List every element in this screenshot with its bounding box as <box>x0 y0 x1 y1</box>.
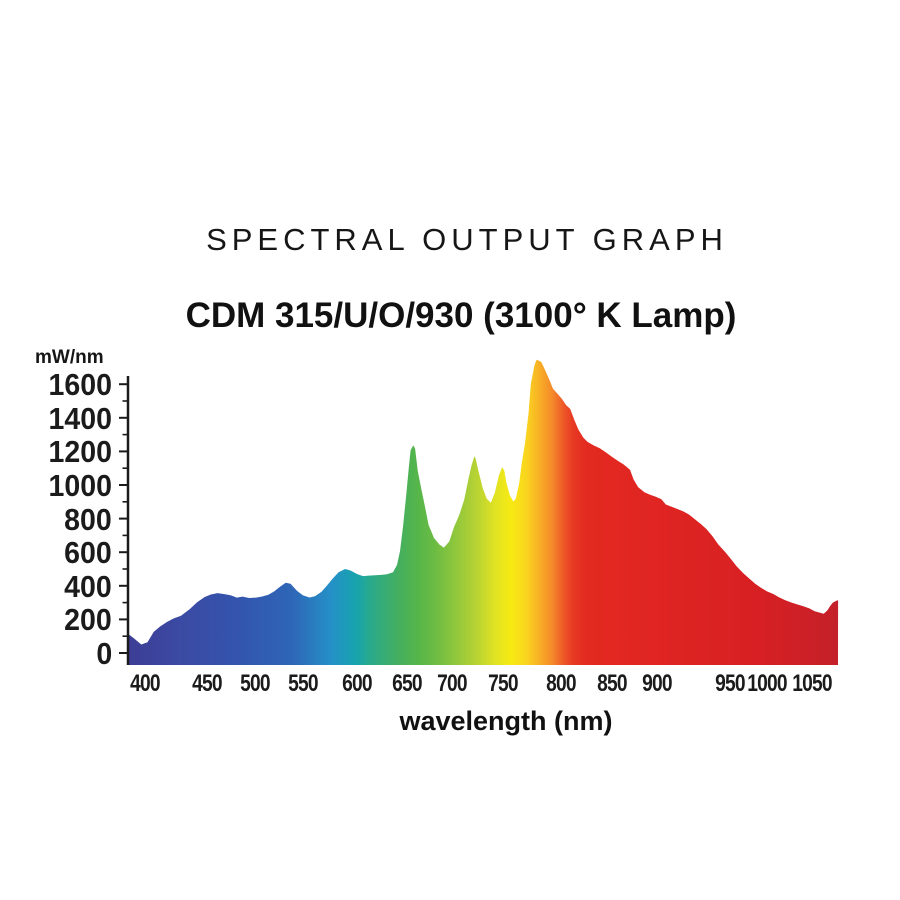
x-tick-label: 800 <box>546 670 576 697</box>
x-tick-label: 700 <box>437 670 467 697</box>
y-tick-label: 1600 <box>48 367 112 403</box>
chart-subtitle: CDM 315/U/O/930 (3100° K Lamp) <box>185 296 737 335</box>
y-tick-label: 200 <box>64 602 112 638</box>
x-tick-label: 1000 <box>747 670 787 697</box>
y-tick-label: 800 <box>64 501 112 537</box>
spectral-area <box>128 359 839 665</box>
x-tick-label: 900 <box>642 670 672 697</box>
x-tick-label: 550 <box>288 670 318 697</box>
y-axis-ticks <box>119 383 128 654</box>
y-tick-label: 1200 <box>48 434 112 470</box>
x-tick-label: 600 <box>342 670 372 697</box>
x-tick-label: 400 <box>130 670 160 697</box>
x-tick-label: 750 <box>488 670 518 697</box>
x-tick-label: 850 <box>597 670 627 697</box>
x-tick-label: 450 <box>192 670 222 697</box>
y-tick-label: 1400 <box>48 400 112 436</box>
page-title: SPECTRAL OUTPUT GRAPH <box>206 222 728 257</box>
x-tick-label: 500 <box>240 670 270 697</box>
y-tick-label: 0 <box>96 636 112 671</box>
y-tick-label: 1000 <box>48 468 112 503</box>
y-axis-unit-label: mW/nm <box>35 347 104 368</box>
x-tick-label: 950 <box>715 670 745 697</box>
x-tick-label: 1050 <box>792 670 832 697</box>
x-tick-label: 650 <box>392 670 422 697</box>
y-tick-label: 600 <box>64 535 112 571</box>
x-axis-title: wavelength (nm) <box>399 706 613 736</box>
y-tick-label: 400 <box>64 568 112 604</box>
